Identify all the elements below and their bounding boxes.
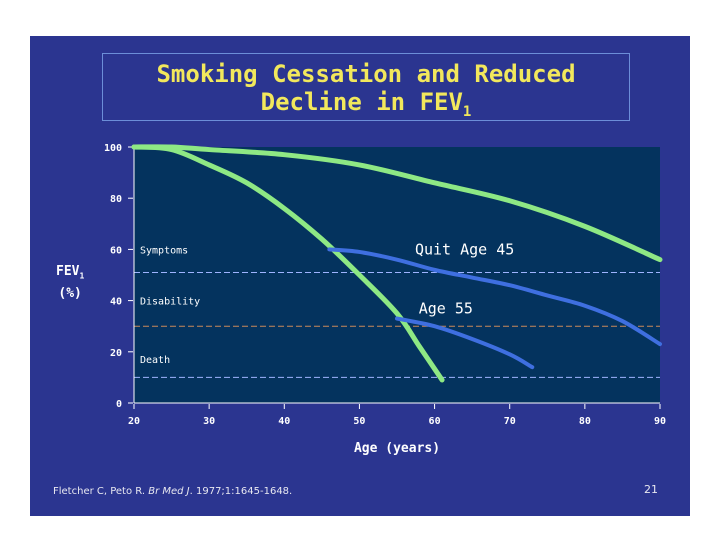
x-tick-label: 60: [429, 416, 441, 427]
y-tick-label: 20: [110, 348, 122, 359]
title-subscript: 1: [462, 103, 472, 120]
y-tick-label: 80: [110, 194, 122, 205]
x-tick-label: 80: [579, 416, 591, 427]
x-tick-label: 70: [504, 416, 516, 427]
plot-area: [134, 147, 660, 403]
y-axis-title-text: FEV: [56, 264, 80, 279]
slide-title: Smoking Cessation and Reduced Decline in…: [102, 53, 630, 121]
y-tick-label: 0: [116, 399, 122, 410]
citation-journal: Br Med J: [148, 486, 190, 497]
page-number: 21: [644, 483, 658, 496]
series-line-3: [327, 247, 662, 347]
slide: Smoking Cessation and Reduced Decline in…: [30, 36, 690, 516]
threshold-label-death: Death: [140, 355, 170, 366]
x-tick-label: 90: [654, 416, 666, 427]
annotation-2: Age 55: [419, 299, 473, 317]
y-tick-label: 60: [110, 245, 122, 256]
title-line-2-text: Decline in FEV: [260, 88, 463, 116]
x-tick-label: 50: [353, 416, 365, 427]
citation-details: . 1977;1:1645-1648.: [189, 486, 293, 497]
title-line-1: Smoking Cessation and Reduced: [156, 60, 576, 88]
series-line-2: [131, 144, 445, 383]
x-tick-label: 20: [128, 416, 140, 427]
threshold-label-disability: Disability: [140, 297, 200, 308]
y-axis-title-subscript: 1: [79, 271, 85, 281]
fev1-chart: Symptoms Disability Death 0 20 40 60 80 100 20 30 4…: [104, 143, 666, 456]
x-tick-label: 40: [278, 416, 290, 427]
x-axis-title: Age (years): [354, 441, 440, 456]
y-axis-title: FEV1 (%): [56, 263, 84, 302]
annotation-1: Quit Age 45: [415, 241, 514, 259]
threshold-label-symptoms: Symptoms: [140, 245, 188, 256]
y-axis-unit: (%): [58, 285, 82, 301]
series-line-1: [131, 144, 663, 263]
x-tick-label: 30: [203, 416, 215, 427]
citation: Fletcher C, Peto R. Br Med J. 1977;1:164…: [53, 486, 292, 497]
series-line-4: [395, 316, 535, 370]
title-line-2: Decline in FEV1: [103, 88, 629, 126]
y-tick-label: 100: [104, 143, 122, 154]
y-tick-label: 40: [110, 297, 122, 308]
citation-authors: Fletcher C, Peto R.: [53, 486, 149, 497]
